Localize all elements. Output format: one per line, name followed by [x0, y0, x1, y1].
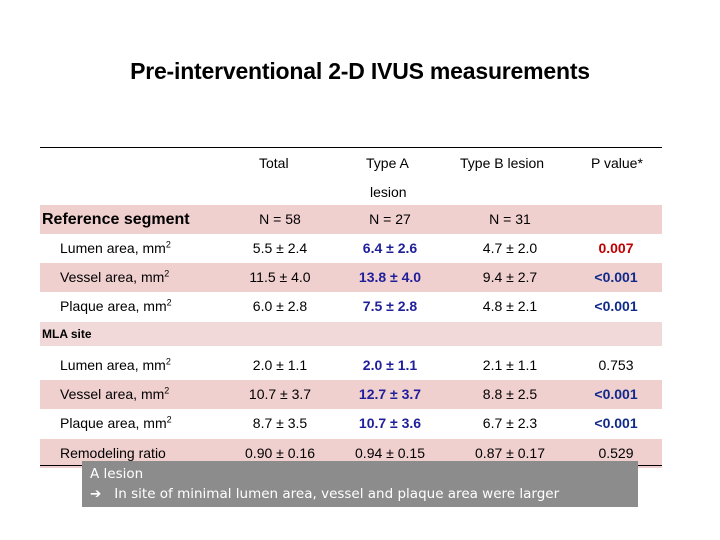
summary-callout: A lesion ➔ In site of minimal lumen area… [82, 461, 638, 507]
header-type-a: Type A [366, 155, 409, 171]
row-label: Plaque area, mm2 [60, 292, 172, 321]
table-row: Lumen area, mm2 5.5 ± 2.4 6.4 ± 2.6 4.7 … [40, 234, 662, 263]
row-label-sup: 2 [165, 239, 171, 250]
cell-type-b: 4.7 ± 2.0 [482, 240, 538, 256]
cell-total: 2.0 ± 1.1 [252, 357, 308, 373]
cell-total: 0.90 ± 0.16 [245, 445, 315, 461]
cell-total: 11.5 ± 4.0 [249, 269, 311, 285]
cell-type-a: 2.0 ± 1.1 [362, 357, 418, 373]
arrow-right-icon: ➔ [90, 486, 102, 502]
table-row: Lumen area, mm2 2.0 ± 1.1 2.0 ± 1.1 2.1 … [40, 351, 662, 380]
row-label-text: Lumen area, mm [60, 357, 166, 373]
row-label-sup: 2 [164, 385, 170, 396]
cell-p-value: <0.001 [594, 415, 638, 431]
row-label: Remodeling ratio [60, 439, 166, 468]
cell-p-value: 0.529 [598, 445, 634, 461]
cell-type-a: 6.4 ± 2.6 [362, 240, 418, 256]
row-label-sup: 2 [166, 414, 172, 425]
cell-p-value: <0.001 [594, 386, 638, 402]
header-p-value: P value* [591, 155, 643, 171]
table-row: Plaque area, mm2 6.0 ± 2.8 7.5 ± 2.8 4.8… [40, 292, 662, 321]
callout-line-2: ➔ In site of minimal lumen area, vessel … [90, 484, 630, 504]
callout-line-2-text: In site of minimal lumen area, vessel an… [114, 486, 560, 502]
row-label-text: Remodeling ratio [60, 445, 166, 461]
cell-total: 5.5 ± 2.4 [252, 240, 308, 256]
cell-type-b: 9.4 ± 2.7 [482, 269, 538, 285]
cell-total: 10.7 ± 3.7 [248, 386, 312, 402]
cell-total: 8.7 ± 3.5 [252, 415, 308, 431]
cell-type-a: 10.7 ± 3.6 [358, 415, 422, 431]
cell-total: 6.0 ± 2.8 [252, 298, 308, 314]
cell-type-a: 13.8 ± 4.0 [358, 269, 422, 285]
reference-segment-label: Reference segment [42, 211, 190, 228]
header-type-a-line2: lesion [370, 184, 407, 200]
table-row: Vessel area, mm2 11.5 ± 4.0 13.8 ± 4.0 9… [40, 263, 662, 292]
reference-n-total: N = 58 [259, 211, 301, 227]
row-label-text: Plaque area, mm [60, 415, 167, 431]
row-label-sup: 2 [166, 297, 172, 308]
row-label-sup: 2 [164, 268, 170, 279]
header-total: Total [259, 155, 289, 171]
row-label-text: Vessel area, mm [60, 386, 165, 402]
reference-n-type-a: N = 27 [369, 211, 411, 227]
reference-segment-row: Reference segment N = 58 N = 27 N = 31 [40, 205, 662, 234]
row-label: Vessel area, mm2 [60, 263, 169, 292]
cell-p-value: 0.007 [598, 240, 634, 256]
mla-site-label: MLA site [42, 327, 92, 341]
header-type-b: Type B lesion [460, 155, 545, 171]
cell-type-a: 0.94 ± 0.15 [355, 445, 425, 461]
row-label: Plaque area, mm2 [60, 409, 172, 438]
table-row: Plaque area, mm2 8.7 ± 3.5 10.7 ± 3.6 6.… [40, 409, 662, 438]
reference-n-type-b: N = 31 [489, 211, 531, 227]
slide-title: Pre-interventional 2-D IVUS measurements [130, 58, 590, 84]
cell-p-value: <0.001 [594, 269, 638, 285]
row-label-sup: 2 [165, 356, 171, 367]
cell-type-b: 6.7 ± 2.3 [482, 415, 538, 431]
cell-type-b: 0.87 ± 0.17 [475, 445, 545, 461]
mla-site-row: MLA site [40, 322, 662, 346]
cell-type-a: 12.7 ± 3.7 [358, 386, 422, 402]
cell-type-b: 2.1 ± 1.1 [482, 357, 538, 373]
row-label: Lumen area, mm2 [60, 234, 171, 263]
table-top-rule [40, 147, 662, 148]
cell-p-value: <0.001 [594, 298, 638, 314]
cell-type-a: 7.5 ± 2.8 [362, 298, 418, 314]
row-label: Vessel area, mm2 [60, 380, 169, 409]
table-row: Vessel area, mm2 10.7 ± 3.7 12.7 ± 3.7 8… [40, 380, 662, 409]
cell-p-value: 0.753 [598, 357, 634, 373]
row-label-text: Plaque area, mm [60, 298, 167, 314]
row-label: Lumen area, mm2 [60, 351, 171, 380]
row-label-text: Vessel area, mm [60, 269, 165, 285]
cell-type-b: 8.8 ± 2.5 [482, 386, 538, 402]
callout-line-1: A lesion [90, 466, 144, 482]
cell-type-b: 4.8 ± 2.1 [482, 298, 538, 314]
row-label-text: Lumen area, mm [60, 240, 166, 256]
